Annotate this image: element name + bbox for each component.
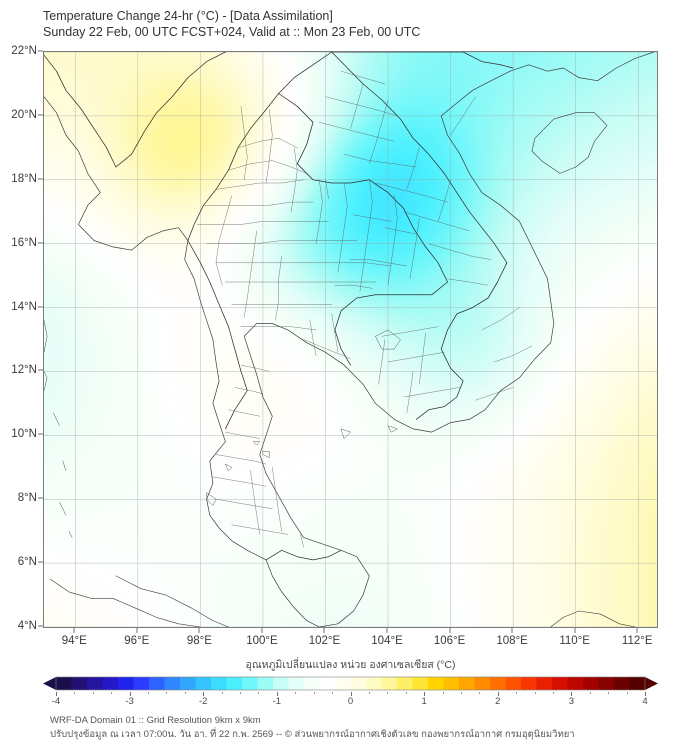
- colorbar-minor-tick: [221, 692, 223, 694]
- longitude-tick-mark: [449, 628, 451, 633]
- footer-domain-info: WRF-DA Domain 01 :: Grid Resolution 9km …: [50, 715, 261, 726]
- colorbar-tick-mark: [645, 692, 646, 696]
- colorbar-tick-mark: [276, 692, 278, 696]
- colorbar-tick-label: 4: [642, 696, 648, 707]
- colorbar-tick-label: 3: [568, 696, 575, 707]
- longitude-tick-label: 104°E: [371, 635, 403, 647]
- longitude-tick-mark: [136, 628, 138, 633]
- colorbar-minor-tick: [258, 692, 260, 694]
- longitude-tick-label: 106°E: [433, 635, 466, 647]
- latitude-tick-mark: [38, 497, 43, 499]
- colorbar-minor-tick: [589, 692, 591, 694]
- latitude-tick-mark: [38, 114, 43, 116]
- colorbar-minor-tick: [240, 692, 242, 694]
- colorbar-minor-tick: [552, 692, 554, 694]
- colorbar-minor-tick: [626, 692, 628, 694]
- colorbar-tick-label: -3: [125, 696, 134, 707]
- colorbar-tick-label: -4: [51, 696, 61, 707]
- longitude-tick-mark: [386, 628, 388, 633]
- footer-block: WRF-DA Domain 01 :: Grid Resolution 9km …: [50, 714, 575, 742]
- longitude-tick-mark: [198, 628, 200, 633]
- longitude-tick-label: 98°E: [186, 635, 212, 647]
- colorbar-minor-tick: [148, 692, 150, 694]
- colorbar-tick-label: 2: [495, 696, 501, 707]
- colorbar-gradient: [43, 676, 658, 691]
- temperature-field-map: [44, 52, 657, 627]
- latitude-tick-mark: [38, 50, 43, 52]
- latitude-tick-label: 6°N: [17, 556, 37, 569]
- colorbar-minor-tick: [295, 692, 297, 694]
- latitude-tick-mark: [38, 369, 43, 371]
- colorbar-minor-tick: [534, 692, 536, 694]
- colorbar-tick-mark: [129, 692, 131, 696]
- colorbar-minor-tick: [516, 692, 518, 694]
- longitude-tick-label: 102°E: [308, 635, 341, 647]
- colorbar-minor-tick: [92, 692, 94, 694]
- map-frame: [43, 51, 658, 628]
- longitude-tick-label: 110°E: [559, 635, 590, 647]
- latitude-tick-label: 18°N: [11, 172, 37, 185]
- colorbar-tick-mark: [497, 692, 499, 696]
- longitude-tick-label: 94°E: [61, 635, 87, 647]
- colorbar-tick-mark: [56, 692, 57, 696]
- colorbar-minor-tick: [184, 692, 186, 694]
- colorbar-minor-tick: [111, 692, 113, 694]
- longitude-tick-mark: [73, 628, 75, 633]
- colorbar-minor-tick: [442, 692, 444, 694]
- longitude-tick-mark: [636, 628, 638, 633]
- colorbar-minor-tick: [313, 692, 315, 694]
- latitude-tick-mark: [38, 178, 43, 180]
- latitude-tick-mark: [38, 561, 43, 563]
- colorbar-tick-mark: [203, 692, 205, 696]
- colorbar-minor-tick: [166, 692, 168, 694]
- map-plot-area: 22°N 20°N 18°N 16°N 14°N 12°N 10°N 8°N 6°N 4°N 94…: [11, 45, 658, 647]
- colorbar-tick-label: 1: [421, 696, 427, 707]
- colorbar-minor-tick: [332, 692, 334, 694]
- page-title: Temperature Change 24-hr (°C) - [Data As…: [43, 9, 333, 23]
- latitude-tick-label: 22°N: [11, 45, 37, 57]
- latitude-tick-mark: [38, 625, 43, 627]
- longitude-tick-mark: [574, 628, 576, 633]
- colorbar-minor-tick: [479, 692, 481, 694]
- temperature-raster: [44, 52, 657, 627]
- colorbar-minor-tick: [387, 692, 389, 694]
- colorbar-tick-label: -1: [272, 696, 282, 707]
- longitude-tick-label: 108°E: [496, 635, 528, 647]
- latitude-tick-label: 12°N: [11, 364, 37, 377]
- colorbar-tick-label: 0: [347, 696, 354, 707]
- latitude-tick-mark: [38, 242, 43, 244]
- latitude-tick-label: 14°N: [11, 300, 37, 313]
- latitude-tick-mark: [38, 306, 43, 308]
- colorbar-minor-tick: [74, 692, 76, 694]
- colorbar-strip: [43, 675, 658, 692]
- page-subtitle: Sunday 22 Feb, 00 UTC FCST+024, Valid at…: [43, 25, 421, 39]
- colorbar-ticks: -4 -3 -2 -1 0 1 2 3 4: [43, 692, 658, 708]
- latitude-tick-label: 20°N: [11, 108, 37, 121]
- colorbar-tick-label: -2: [199, 696, 208, 707]
- latitude-tick-mark: [38, 433, 43, 435]
- colorbar-minor-tick: [405, 692, 407, 694]
- longitude-tick-mark: [511, 628, 513, 633]
- longitude-tick-label: 96°E: [124, 635, 150, 647]
- longitude-tick-mark: [323, 628, 325, 633]
- colorbar-title: อุณหภูมิเปลี่ยนแปลง หน่วย องศาเซลเซียส (…: [245, 659, 456, 671]
- chart-title-block: Temperature Change 24-hr (°C) - [Data As…: [43, 8, 420, 40]
- footer-credit: ปรับปรุงข้อมูล ณ เวลา 07:00น. วัน อา. ที…: [50, 729, 575, 740]
- colorbar-minor-tick: [460, 692, 462, 694]
- colorbar-tick-mark: [424, 692, 426, 696]
- latitude-tick-label: 16°N: [11, 236, 37, 249]
- longitude-tick-label: 100°E: [246, 635, 278, 647]
- colorbar-block: อุณหภูมิเปลี่ยนแปลง หน่วย องศาเซลเซียส (…: [43, 658, 658, 708]
- longitude-tick-mark: [261, 628, 263, 633]
- longitude-tick-label: 112°E: [621, 635, 653, 647]
- colorbar-minor-tick: [368, 692, 370, 694]
- latitude-tick-label: 4°N: [17, 620, 37, 632]
- latitude-tick-label: 10°N: [11, 428, 37, 441]
- colorbar-tick-mark: [350, 692, 352, 696]
- latitude-tick-label: 8°N: [17, 492, 37, 505]
- colorbar-minor-tick: [608, 692, 610, 694]
- colorbar-tick-mark: [571, 692, 573, 696]
- coastlines-and-borders: [44, 52, 655, 627]
